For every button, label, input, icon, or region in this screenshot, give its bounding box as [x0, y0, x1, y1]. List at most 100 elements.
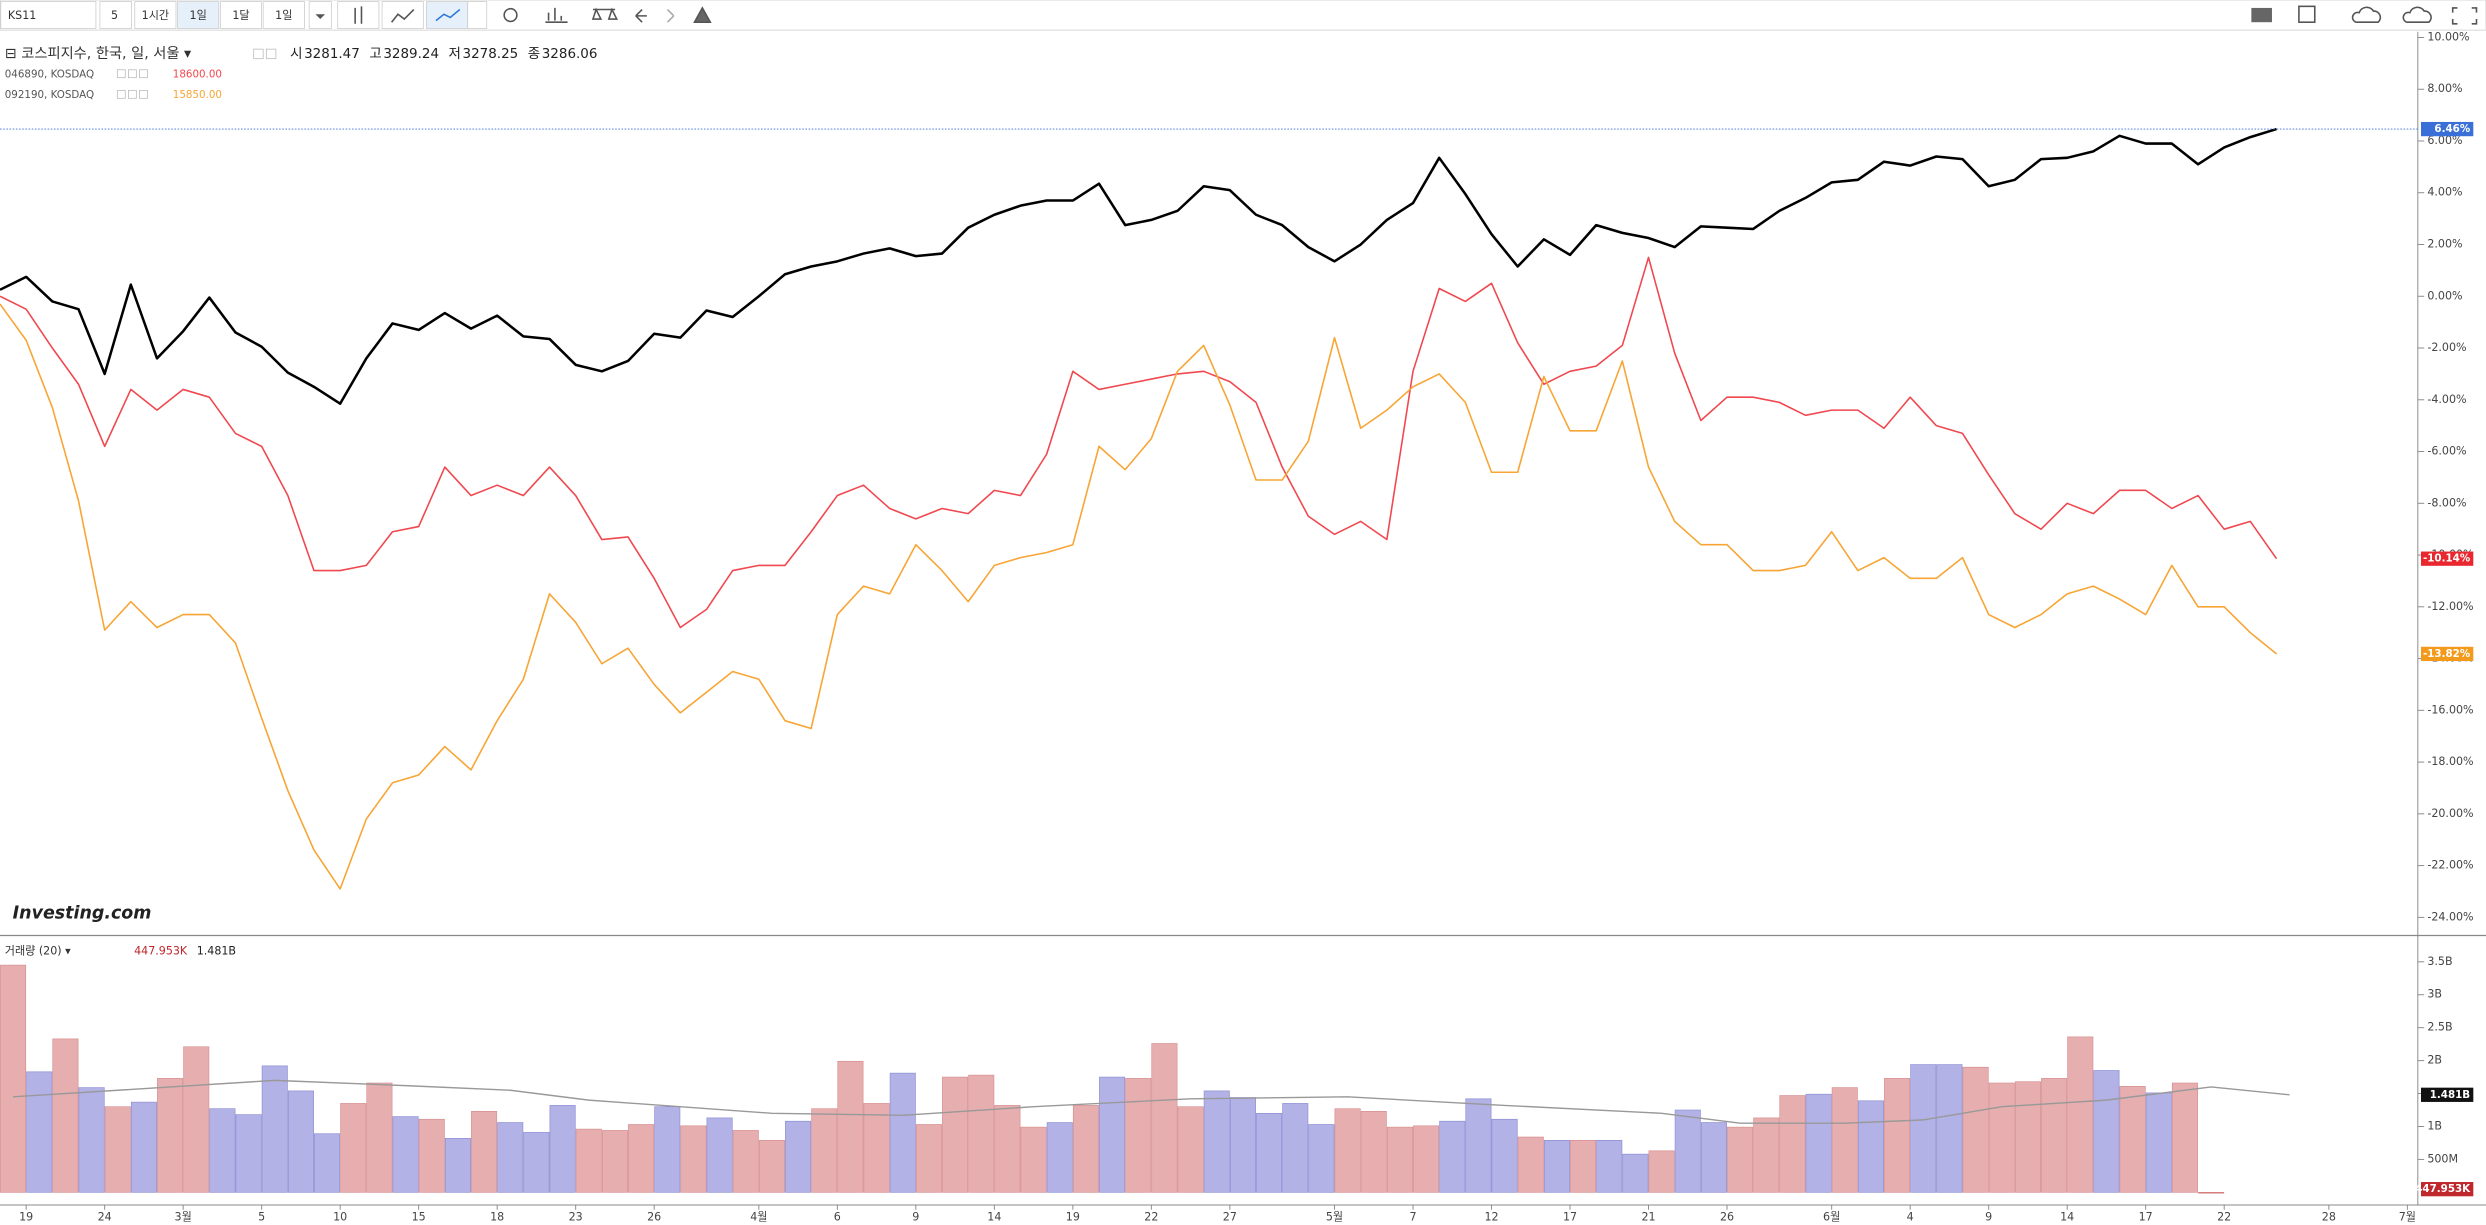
volume-bar	[2198, 1191, 2225, 1194]
x-tick-label: 14	[2060, 1211, 2074, 1224]
legend-icon[interactable]	[265, 48, 277, 60]
caret	[315, 14, 326, 20]
legend-icon[interactable]	[139, 89, 148, 99]
ohlc-label: 저	[449, 46, 461, 62]
legend-icon[interactable]	[116, 69, 126, 79]
interval: 5	[111, 9, 118, 22]
ohlc-label: 고	[369, 46, 381, 62]
volume-bar	[0, 964, 27, 1193]
series-line	[0, 303, 2278, 890]
volume-bar	[1046, 1122, 1073, 1193]
volume-bar	[994, 1105, 1021, 1193]
volume-bar	[2145, 1092, 2172, 1193]
volume-bar	[2119, 1085, 2146, 1193]
volume-bar	[1910, 1064, 1937, 1193]
legend-icon[interactable]	[128, 89, 137, 99]
compare-icon[interactable]	[591, 7, 619, 20]
symbol: KS11	[8, 9, 36, 22]
volume-bar	[1857, 1100, 1884, 1193]
volume-bar	[444, 1138, 471, 1193]
volume-bar	[1413, 1125, 1440, 1193]
volume-bar	[497, 1122, 524, 1193]
settings-icon[interactable]	[503, 7, 518, 23]
volume-bar	[1439, 1120, 1466, 1193]
symbol-input[interactable]	[0, 1, 97, 29]
volume-bar	[968, 1074, 995, 1193]
volume-bar	[104, 1106, 131, 1193]
interval-input[interactable]	[99, 1, 132, 29]
last-value-label: 6.46%	[2434, 123, 2470, 135]
x-tick-label: 23	[569, 1211, 583, 1224]
indicator-icon[interactable]	[545, 7, 568, 23]
series-line	[0, 256, 2278, 629]
volume-bar	[680, 1125, 707, 1193]
volume-bar	[183, 1046, 210, 1193]
y-tick-label: 2.00%	[2427, 238, 2462, 251]
period-buttons: 1시간 1일 1달 1일	[134, 1, 305, 29]
y-tick-label: -16.00%	[2427, 703, 2473, 716]
volume-bar	[1491, 1118, 1518, 1193]
volume-bar	[1570, 1139, 1597, 1193]
volume-bar	[2171, 1082, 2198, 1193]
legend-icon[interactable]	[139, 69, 148, 79]
area-button[interactable]	[381, 1, 424, 29]
legend-main: ⊟ 코스피지수, 한국, 일, 서울 ▾	[5, 45, 192, 62]
volume-bar	[314, 1133, 341, 1193]
x-tick-label: 4	[1907, 1211, 1914, 1224]
volume-title: 거래량 (20)	[5, 944, 62, 957]
undo-icon[interactable]	[635, 8, 647, 23]
volume-last: 447.953K	[134, 944, 188, 957]
x-tick-label: 7	[1409, 1211, 1416, 1224]
candle-button[interactable]	[337, 1, 380, 29]
ohlc-label: 종	[528, 46, 540, 62]
volume-bar	[2093, 1070, 2120, 1193]
x-tick-label: 15	[412, 1211, 426, 1224]
x-tick-label: 9	[1985, 1211, 1992, 1224]
cloud-up-icon[interactable]	[2402, 6, 2432, 23]
ohlc-value: 3286.06	[542, 46, 598, 62]
volume-bar	[837, 1060, 864, 1193]
period-button[interactable]	[134, 1, 177, 29]
period-label: 1달	[232, 8, 249, 22]
volume-bar	[863, 1103, 890, 1193]
volume-bar	[1256, 1112, 1283, 1193]
ohlc-text: 시 3281.47 고 3289.24 저 3278.25 종 3286.06	[290, 46, 597, 62]
legend-icon[interactable]	[253, 48, 264, 60]
redo-icon[interactable]	[666, 8, 675, 23]
period-button[interactable]	[219, 1, 262, 29]
volume-bar	[471, 1111, 498, 1193]
legend-icon[interactable]	[128, 69, 137, 79]
legend-icon[interactable]	[116, 89, 126, 99]
volume-bar	[78, 1087, 105, 1193]
volume-bar	[1805, 1093, 1832, 1193]
camera-icon[interactable]	[2251, 7, 2272, 23]
alert-icon[interactable]	[693, 6, 712, 23]
layout-icon[interactable]	[2298, 5, 2316, 23]
x-tick-label: 7월	[2399, 1211, 2416, 1224]
x-tick-label: 22	[1144, 1211, 1158, 1224]
volume-bar	[1988, 1082, 2015, 1193]
candle-icon	[354, 6, 363, 24]
volume-bar	[1622, 1153, 1649, 1193]
fullscreen-icon[interactable]	[2451, 7, 2478, 25]
x-tick-label: 19	[19, 1211, 33, 1224]
x-tick-label: 17	[2139, 1211, 2153, 1224]
period-button[interactable]	[177, 1, 220, 29]
y-tick-label: 0.00%	[2427, 289, 2462, 302]
last-value-label: -10.14%	[2423, 553, 2470, 565]
y-tick-label: 2.5B	[2427, 1021, 2452, 1034]
volume-bar	[1125, 1078, 1152, 1193]
x-tick-label: 10	[333, 1211, 347, 1224]
x-tick-label: 26	[1720, 1211, 1734, 1224]
volume-bar	[1648, 1150, 1675, 1193]
y-tick-label: 3.5B	[2427, 955, 2452, 968]
volume-bar	[1308, 1124, 1335, 1193]
cloud-down-icon[interactable]	[2351, 6, 2382, 23]
last-value-label: 447.953K	[2415, 1183, 2471, 1195]
period-button[interactable]	[262, 1, 305, 29]
volume-bar	[601, 1130, 628, 1193]
volume-bar	[1334, 1108, 1361, 1193]
type-menu[interactable]	[467, 1, 488, 29]
volume-bar	[523, 1132, 550, 1193]
